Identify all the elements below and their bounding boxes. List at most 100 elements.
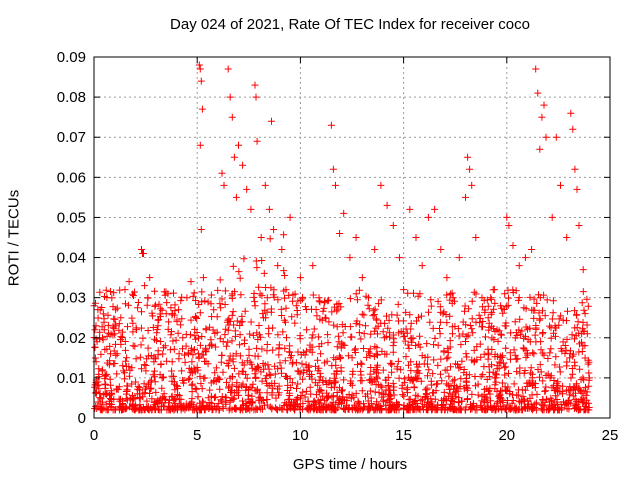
scatter-point	[546, 349, 554, 357]
scatter-point	[312, 399, 320, 407]
scatter-point	[293, 385, 300, 392]
scatter-point	[330, 303, 338, 311]
scatter-point	[241, 336, 248, 344]
scatter-point	[352, 234, 360, 241]
scatter-point	[555, 315, 563, 323]
scatter-point	[228, 113, 236, 121]
scatter-point	[400, 405, 407, 413]
scatter-point	[286, 375, 294, 383]
scatter-point	[140, 361, 148, 369]
scatter-point	[279, 328, 287, 336]
scatter-point	[263, 294, 271, 302]
scatter-point	[115, 320, 123, 328]
scatter-point	[443, 366, 451, 374]
scatter-point	[302, 347, 310, 355]
scatter-point	[354, 399, 362, 407]
scatter-point	[357, 367, 365, 375]
scatter-point	[386, 386, 394, 394]
scatter-point	[147, 384, 155, 392]
scatter-point	[458, 357, 466, 365]
scatter-point	[421, 354, 429, 361]
scatter-point	[557, 312, 565, 320]
scatter-point	[444, 349, 452, 357]
scatter-point	[93, 382, 101, 390]
scatter-point	[324, 331, 332, 339]
scatter-point	[230, 153, 238, 161]
scatter-point	[484, 314, 492, 322]
scatter-point	[329, 165, 337, 173]
scatter-point	[480, 398, 488, 406]
scatter-point	[336, 230, 344, 237]
scatter-point	[163, 357, 171, 365]
scatter-point	[517, 331, 525, 339]
x-tick-label: 10	[292, 427, 309, 444]
scatter-point	[441, 406, 449, 414]
scatter-point	[226, 398, 234, 406]
scatter-point	[253, 137, 261, 145]
scatter-point	[117, 314, 125, 322]
scatter-point	[409, 405, 417, 413]
scatter-point	[571, 165, 579, 173]
scatter-point	[137, 324, 145, 332]
scatter-point	[223, 378, 230, 386]
scatter-point	[360, 403, 368, 411]
scatter-point	[415, 369, 423, 377]
scatter-point	[192, 335, 200, 343]
scatter-point	[225, 315, 233, 323]
scatter-point	[217, 396, 225, 404]
scatter-point	[578, 399, 586, 407]
scatter-point	[248, 364, 256, 372]
scatter-point	[431, 334, 439, 342]
scatter-point	[303, 326, 311, 334]
scatter-point	[232, 405, 240, 413]
scatter-point	[246, 330, 254, 338]
scatter-point	[160, 402, 167, 410]
scatter-point	[338, 387, 345, 395]
scatter-point	[216, 300, 224, 308]
scatter-point	[175, 355, 183, 363]
scatter-point	[215, 406, 223, 414]
scatter-point	[499, 352, 507, 360]
scatter-point	[141, 406, 148, 414]
scatter-point	[495, 364, 503, 372]
scatter-point	[95, 370, 103, 378]
axis-ticks: 0 5 10 15 20 25 0 0.01 0.02 0.03 0.04 0.05 0.06 0.07 0…	[57, 49, 619, 444]
scatter-point	[554, 405, 562, 413]
scatter-point	[197, 380, 205, 388]
scatter-point	[161, 395, 169, 403]
scatter-point	[272, 394, 280, 402]
scatter-point	[427, 296, 435, 304]
scatter-point	[216, 276, 224, 284]
scatter-point	[511, 318, 519, 326]
scatter-point	[164, 325, 172, 333]
scatter-point	[343, 393, 351, 401]
scatter-point	[369, 312, 377, 320]
scatter-point	[107, 288, 114, 295]
scatter-point	[282, 372, 289, 380]
scatter-point	[273, 405, 281, 413]
scatter-point	[386, 406, 394, 414]
scatter-point	[302, 306, 310, 313]
scatter-point	[472, 382, 479, 390]
scatter-point	[251, 81, 259, 89]
scatter-point	[122, 395, 130, 403]
scatter-point	[275, 389, 283, 397]
scatter-point	[431, 205, 439, 213]
scatter-point	[124, 301, 132, 309]
scatter-point	[364, 390, 371, 398]
scatter-point	[195, 334, 202, 342]
scatter-point	[148, 376, 155, 384]
scatter-point	[424, 360, 431, 368]
scatter-point	[261, 181, 269, 189]
scatter-point	[580, 327, 588, 335]
scatter-point	[295, 403, 303, 410]
scatter-point	[173, 318, 181, 326]
scatter-point	[430, 341, 438, 349]
scatter-point	[474, 391, 482, 399]
scatter-point	[213, 403, 221, 411]
scatter-point	[244, 405, 252, 412]
scatter-point	[383, 350, 391, 358]
scatter-point	[549, 297, 557, 305]
scatter-point	[436, 318, 444, 326]
scatter-point	[563, 317, 570, 325]
